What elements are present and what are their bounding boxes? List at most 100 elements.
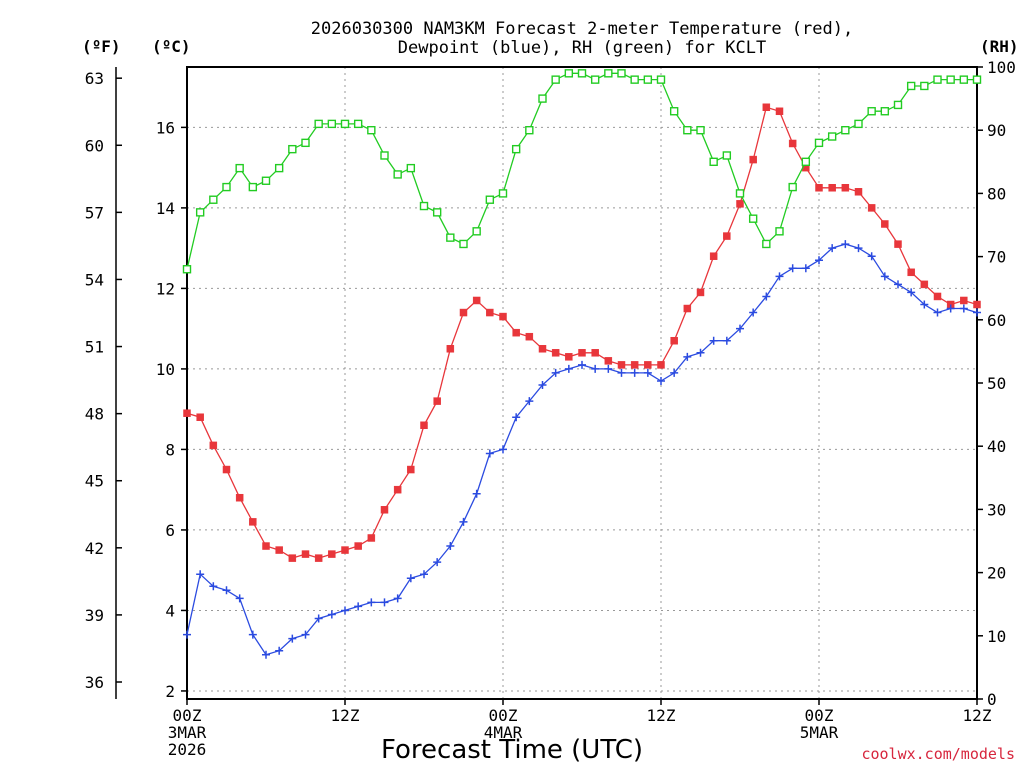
temperature-point (275, 546, 283, 554)
temperature-point (420, 421, 428, 430)
temperature-point (736, 200, 744, 208)
dewpoint-point (222, 586, 231, 595)
rh-point (459, 239, 468, 249)
time-year-label: 2026 (168, 740, 207, 759)
temperature-point (341, 546, 349, 554)
dewpoint-point (538, 381, 547, 390)
temperature-point (815, 184, 823, 192)
x-axis-title: Forecast Time (UTC) (381, 735, 643, 765)
rh-point (472, 227, 481, 236)
rh-tick-label: 0 (987, 690, 997, 709)
dewpoint-point (301, 630, 310, 639)
dewpoint-point (341, 606, 349, 615)
rh-tick-label: 30 (987, 500, 1006, 519)
fahrenheit-tick-label: 60 (85, 136, 104, 155)
rh-point (564, 69, 574, 78)
fahrenheit-tick-label: 36 (85, 673, 104, 692)
rh-point (788, 182, 797, 192)
rh-tick-label: 10 (987, 627, 1006, 646)
temperature-point (973, 300, 981, 309)
dewpoint-point (696, 348, 705, 357)
rh-point (841, 125, 850, 135)
rh-point (762, 239, 771, 249)
dewpoint-point (235, 594, 244, 603)
rh-point (380, 151, 389, 160)
dewpoint-point (591, 364, 600, 373)
temperature-point (512, 328, 520, 337)
time-tick-label: 12Z (331, 706, 360, 725)
rh-unit-label: (RH) (980, 37, 1019, 56)
time-date-label: 4MAR (484, 723, 523, 742)
dewpoint-point (946, 304, 955, 313)
rh-point (195, 208, 205, 217)
dewpoint-point (472, 489, 481, 498)
dewpoint-point (314, 614, 323, 623)
temperature-point (762, 103, 771, 112)
dewpoint-point (815, 256, 823, 265)
dewpoint-point (854, 244, 863, 253)
rh-point (920, 81, 929, 91)
temperature-point (328, 550, 336, 558)
temperature-point (788, 139, 797, 148)
dewpoint-point (564, 364, 573, 373)
dewpoint-point (499, 445, 507, 454)
rh-point (933, 75, 942, 84)
rh-point (551, 75, 560, 84)
time-tick-label: 00Z (173, 706, 202, 725)
dewpoint-point (894, 280, 902, 289)
temperature-point (709, 252, 718, 260)
temperature-point (196, 413, 204, 421)
series-line-rh (186, 72, 977, 270)
celsius-tick-label: 6 (165, 521, 175, 540)
rh-point (906, 81, 916, 91)
rh-tick-label: 60 (987, 311, 1006, 330)
dewpoint-point (736, 324, 744, 333)
temperature-point (696, 288, 705, 297)
rh-point (946, 75, 955, 84)
rh-point (182, 265, 192, 274)
credit-text: coolwx.com/models (861, 745, 1015, 763)
temperature-point (393, 485, 402, 494)
temperature-point (446, 345, 455, 353)
chart-title-line1: 2026030300 NAM3KM Forecast 2-meter Tempe… (311, 19, 853, 39)
temperature-point (683, 304, 692, 313)
data-series (182, 69, 982, 659)
temperature-point (894, 240, 902, 248)
time-date-label: 5MAR (800, 723, 839, 742)
rh-tick-label: 40 (987, 437, 1006, 456)
rh-point (801, 157, 811, 167)
dewpoint-point (643, 368, 652, 377)
dewpoint-point (841, 240, 850, 249)
temperature-point (354, 542, 362, 550)
celsius-tick-label: 4 (165, 601, 175, 620)
rh-point (590, 75, 600, 84)
temperature-point (644, 361, 652, 369)
temperature-point (920, 280, 929, 289)
rh-point (235, 163, 244, 173)
rh-point (511, 144, 521, 154)
temperature-point (301, 550, 310, 558)
celsius-tick-label: 10 (156, 360, 175, 379)
dewpoint-point (420, 570, 428, 579)
dewpoint-point (275, 646, 284, 655)
temperature-point (749, 155, 757, 164)
dewpoint-point (920, 300, 929, 309)
rh-point (867, 107, 876, 116)
dewpoint-point (485, 449, 494, 458)
dewpoint-point (617, 368, 626, 377)
time-tick-label: 12Z (963, 706, 992, 725)
plot-frame (186, 66, 978, 700)
temperature-point (314, 554, 323, 562)
fahrenheit-unit-label: (ºF) (82, 37, 121, 56)
rh-point (972, 75, 982, 84)
temperature-point (933, 292, 942, 301)
dewpoint-point (973, 308, 981, 317)
dewpoint-point (262, 650, 270, 659)
dewpoint-point (670, 368, 679, 377)
temperature-point (670, 336, 678, 345)
series-line-temperature (186, 106, 978, 559)
dewpoint-point (683, 352, 692, 361)
dewpoint-point (828, 244, 837, 253)
celsius-tick-label: 8 (165, 440, 175, 459)
time-tick-label: 12Z (647, 706, 676, 725)
